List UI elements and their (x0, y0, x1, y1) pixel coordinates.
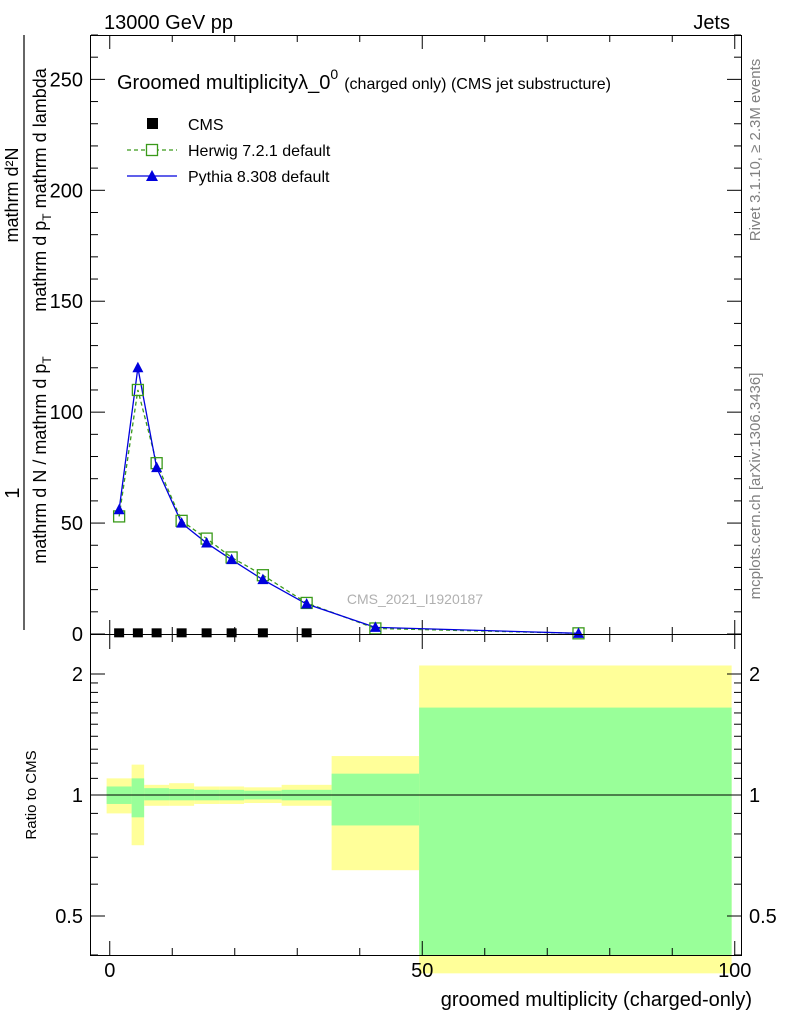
pythia-point (226, 553, 238, 565)
legend-herwig-marker (145, 143, 159, 157)
ratio-ytick-label-right: 1 (749, 785, 760, 807)
header-jets-label: Jets (693, 12, 730, 34)
ratio-band-inner (131, 778, 145, 818)
ratio-ytick-label: 0.5 (55, 906, 83, 928)
main-ylabel-num-den: mathrm d pT mathrm d lambda (30, 67, 54, 311)
cms-point (132, 628, 143, 638)
main-ylabel: 1 mathrm d N / mathrm d pT mathrm d²N ma… (2, 35, 54, 630)
main-axis-ticks: 0 50 100 150 200 250 (50, 34, 741, 646)
pythia-point (301, 598, 313, 609)
cms-point (257, 628, 268, 638)
main-ytick-label: 0 (72, 624, 83, 646)
main-title: Groomed multiplicityλ_00 (charged only) (… (117, 66, 611, 94)
ratio-axis-ticks: 0.5 0.5 1 1 2 2 0 50 100 (55, 635, 777, 982)
ratio-ylabel: Ratio to CMS (23, 750, 40, 839)
ratio-xtick-label: 50 (411, 960, 433, 982)
rivet-version-label: Rivet 3.1.10, ≥ 2.3M events (747, 59, 764, 242)
main-series (112, 361, 585, 640)
cms-point (301, 628, 312, 638)
cms-point (151, 628, 162, 638)
legend-cms-marker (147, 118, 158, 129)
pythia-point (176, 517, 188, 528)
pythia-point (113, 503, 125, 515)
ratio-xtick-label: 100 (718, 960, 751, 982)
pythia-point (151, 461, 163, 473)
main-title-tail: (charged only) (CMS jet substructure) (344, 76, 611, 93)
cms-point (114, 628, 125, 638)
main-title-sup: 0 (330, 66, 338, 82)
ratio-band-inner (419, 707, 732, 955)
cms-point (176, 628, 187, 638)
pythia-series-line (118, 367, 579, 634)
ratio-ytick-label-right: 2 (749, 664, 760, 686)
ratio-ytick-label: 2 (72, 664, 83, 686)
main-ytick-label: 150 (50, 291, 83, 313)
ratio-band-inner (331, 773, 420, 826)
cms-point (201, 628, 212, 638)
main-ytick-label: 200 (50, 180, 83, 202)
main-ylabel-den: mathrm d N / mathrm d pT (30, 356, 54, 564)
analysis-watermark: CMS_2021_I1920187 (347, 591, 483, 607)
mcplots-label: mcplots.cern.ch [arXiv:1306.3436] (747, 373, 764, 600)
pythia-point (257, 573, 269, 585)
ratio-xtick-label: 0 (104, 960, 115, 982)
legend-pythia-label: Pythia 8.308 default (188, 169, 330, 186)
pythia-point (201, 537, 213, 548)
main-ytick-label: 100 (50, 402, 83, 424)
ratio-ytick-label: 1 (72, 785, 83, 807)
ratio-ytick-label-right: 0.5 (749, 906, 777, 928)
main-ylabel-one: 1 (2, 487, 24, 498)
pythia-point (132, 361, 144, 373)
main-ytick-label: 250 (50, 69, 83, 91)
main-ylabel-num: mathrm d²N (2, 147, 22, 242)
legend-herwig-label: Herwig 7.2.1 default (188, 143, 331, 160)
ratio-plot-frame (90, 634, 742, 956)
ratio-xlabel: groomed multiplicity (charged-only) (441, 989, 752, 1011)
ratio-plot: 0.5 0.5 1 1 2 2 0 50 100 Ratio to CMS groomed mu… (23, 634, 777, 1011)
herwig-point (131, 383, 145, 397)
legend-pythia-marker (146, 170, 158, 181)
pythia-point (369, 621, 381, 632)
ratio-band-inner (144, 788, 170, 801)
ratio-bands (106, 665, 732, 974)
pythia-point (573, 627, 584, 638)
legend: CMS Herwig 7.2.1 default Pythia 8.308 de… (127, 117, 331, 186)
header-process-label: 13000 GeV pp (104, 12, 233, 34)
legend-cms-label: CMS (188, 117, 224, 134)
main-title-main: Groomed multiplicityλ_0 (117, 72, 330, 94)
cms-point (226, 628, 237, 638)
main-ytick-label: 50 (61, 513, 83, 535)
